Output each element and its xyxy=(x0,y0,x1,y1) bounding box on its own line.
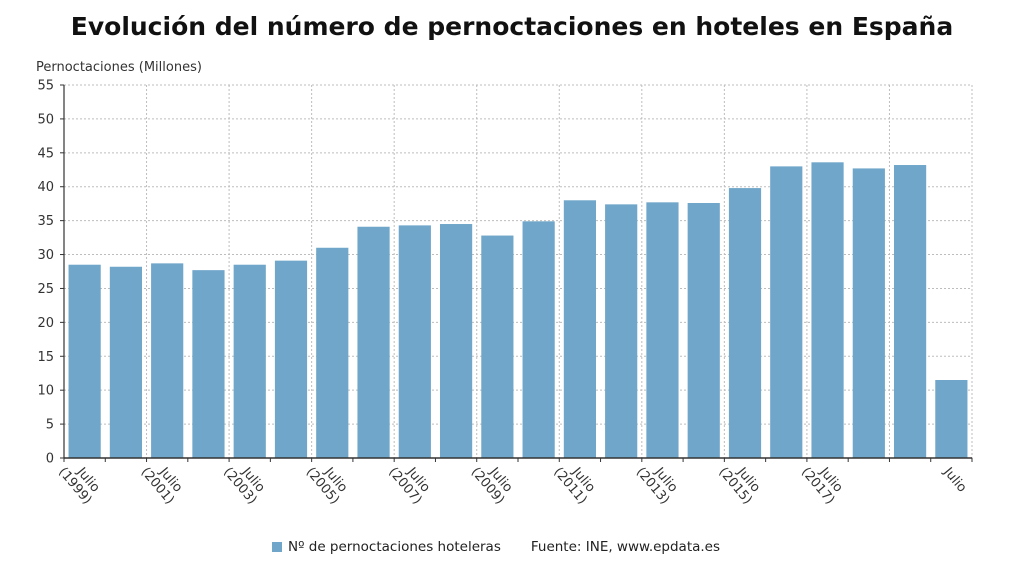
y-tick-label: 50 xyxy=(37,112,54,127)
y-tick-label: 10 xyxy=(37,384,54,399)
bar xyxy=(192,270,225,458)
x-tick-label: Julio(1999) xyxy=(55,456,105,508)
bar xyxy=(687,203,720,458)
bar xyxy=(935,380,968,458)
bar xyxy=(893,165,927,458)
legend-label: Nº de pernoctaciones hoteleras xyxy=(288,539,501,555)
y-tick-label: 35 xyxy=(37,214,54,229)
bar xyxy=(316,247,349,458)
bar xyxy=(274,260,308,458)
x-tick-label: Julio(2013) xyxy=(633,456,683,508)
bar xyxy=(522,221,555,458)
y-axis-label: Pernoctaciones (Millones) xyxy=(36,60,202,75)
bar xyxy=(398,225,431,458)
bar xyxy=(646,202,679,458)
bar xyxy=(151,263,184,458)
y-tick-label: 5 xyxy=(46,418,54,433)
y-tick-label: 15 xyxy=(37,350,54,365)
y-tick-label: 0 xyxy=(46,452,54,467)
y-tick-label: 40 xyxy=(37,180,54,195)
bar xyxy=(68,264,101,458)
bar xyxy=(357,226,390,458)
y-tick-label: 20 xyxy=(37,316,54,331)
bar xyxy=(563,200,597,459)
bar xyxy=(481,235,514,458)
bar xyxy=(852,168,885,458)
y-tick-label: 45 xyxy=(37,146,54,161)
x-tick-label: Julio(2007) xyxy=(385,456,435,508)
x-tick-label: Julio(2005) xyxy=(303,456,353,508)
bar xyxy=(233,264,266,458)
y-tick-label: 55 xyxy=(37,79,54,94)
x-tick-label: Julio xyxy=(940,464,970,495)
chart-title: Evolución del número de pernoctaciones e… xyxy=(70,12,954,41)
x-tick-label: Julio(2009) xyxy=(468,456,518,508)
y-tick-label: 30 xyxy=(37,248,54,263)
x-tick-label: Julio(2017) xyxy=(798,456,848,508)
x-tick-label-line: Julio xyxy=(940,464,970,495)
legend: Nº de pernoctaciones hoteleras Fuente: I… xyxy=(272,539,720,555)
source-text: Fuente: INE, www.epdata.es xyxy=(530,539,721,555)
x-tick-label: Julio(2015) xyxy=(715,456,765,508)
bar xyxy=(811,162,844,458)
bar xyxy=(728,188,762,459)
bar xyxy=(109,266,143,458)
y-tick-label: 25 xyxy=(37,282,54,297)
x-tick-label: Julio(2011) xyxy=(550,456,600,508)
bar xyxy=(439,224,473,458)
legend-swatch xyxy=(272,542,282,552)
bar xyxy=(605,204,638,458)
x-tick-label: Julio(2003) xyxy=(220,456,270,508)
x-tick-label: Julio(2001) xyxy=(138,456,188,508)
bar xyxy=(770,166,803,458)
